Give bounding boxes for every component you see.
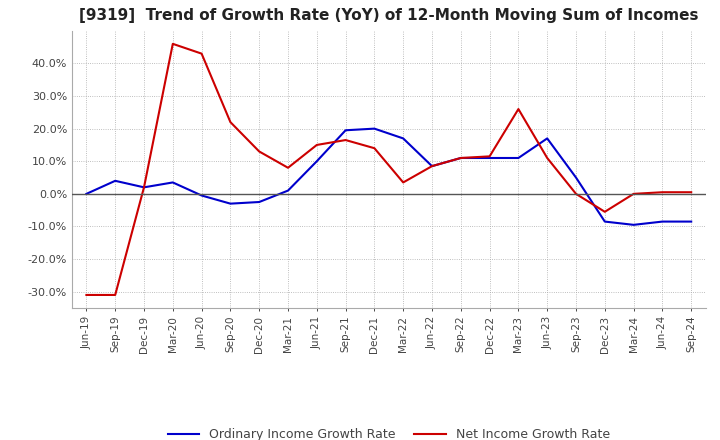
Net Income Growth Rate [197,51,206,56]
Net Income Growth Rate [82,292,91,297]
Ordinary Income Growth Rate [284,188,292,193]
Net Income Growth Rate [111,292,120,297]
Ordinary Income Growth Rate [140,185,148,190]
Ordinary Income Growth Rate [543,136,552,141]
Ordinary Income Growth Rate [399,136,408,141]
Net Income Growth Rate [543,155,552,161]
Ordinary Income Growth Rate [514,155,523,161]
Ordinary Income Growth Rate [687,219,696,224]
Ordinary Income Growth Rate [428,164,436,169]
Net Income Growth Rate [284,165,292,170]
Legend: Ordinary Income Growth Rate, Net Income Growth Rate: Ordinary Income Growth Rate, Net Income … [163,423,615,440]
Ordinary Income Growth Rate [312,158,321,164]
Net Income Growth Rate [485,154,494,159]
Title: [9319]  Trend of Growth Rate (YoY) of 12-Month Moving Sum of Incomes: [9319] Trend of Growth Rate (YoY) of 12-… [79,7,698,23]
Ordinary Income Growth Rate [255,199,264,205]
Line: Net Income Growth Rate: Net Income Growth Rate [86,44,691,295]
Ordinary Income Growth Rate [82,191,91,197]
Net Income Growth Rate [687,190,696,195]
Ordinary Income Growth Rate [572,175,580,180]
Net Income Growth Rate [312,142,321,147]
Ordinary Income Growth Rate [629,222,638,227]
Ordinary Income Growth Rate [370,126,379,131]
Ordinary Income Growth Rate [600,219,609,224]
Net Income Growth Rate [456,155,465,161]
Net Income Growth Rate [658,190,667,195]
Net Income Growth Rate [370,146,379,151]
Net Income Growth Rate [600,209,609,214]
Net Income Growth Rate [341,137,350,143]
Ordinary Income Growth Rate [226,201,235,206]
Line: Ordinary Income Growth Rate: Ordinary Income Growth Rate [86,128,691,225]
Net Income Growth Rate [226,120,235,125]
Ordinary Income Growth Rate [456,155,465,161]
Ordinary Income Growth Rate [197,193,206,198]
Net Income Growth Rate [572,191,580,197]
Ordinary Income Growth Rate [485,155,494,161]
Net Income Growth Rate [255,149,264,154]
Net Income Growth Rate [140,185,148,190]
Ordinary Income Growth Rate [111,178,120,183]
Net Income Growth Rate [428,164,436,169]
Ordinary Income Growth Rate [341,128,350,133]
Net Income Growth Rate [168,41,177,47]
Ordinary Income Growth Rate [658,219,667,224]
Net Income Growth Rate [399,180,408,185]
Net Income Growth Rate [629,191,638,197]
Ordinary Income Growth Rate [168,180,177,185]
Net Income Growth Rate [514,106,523,112]
